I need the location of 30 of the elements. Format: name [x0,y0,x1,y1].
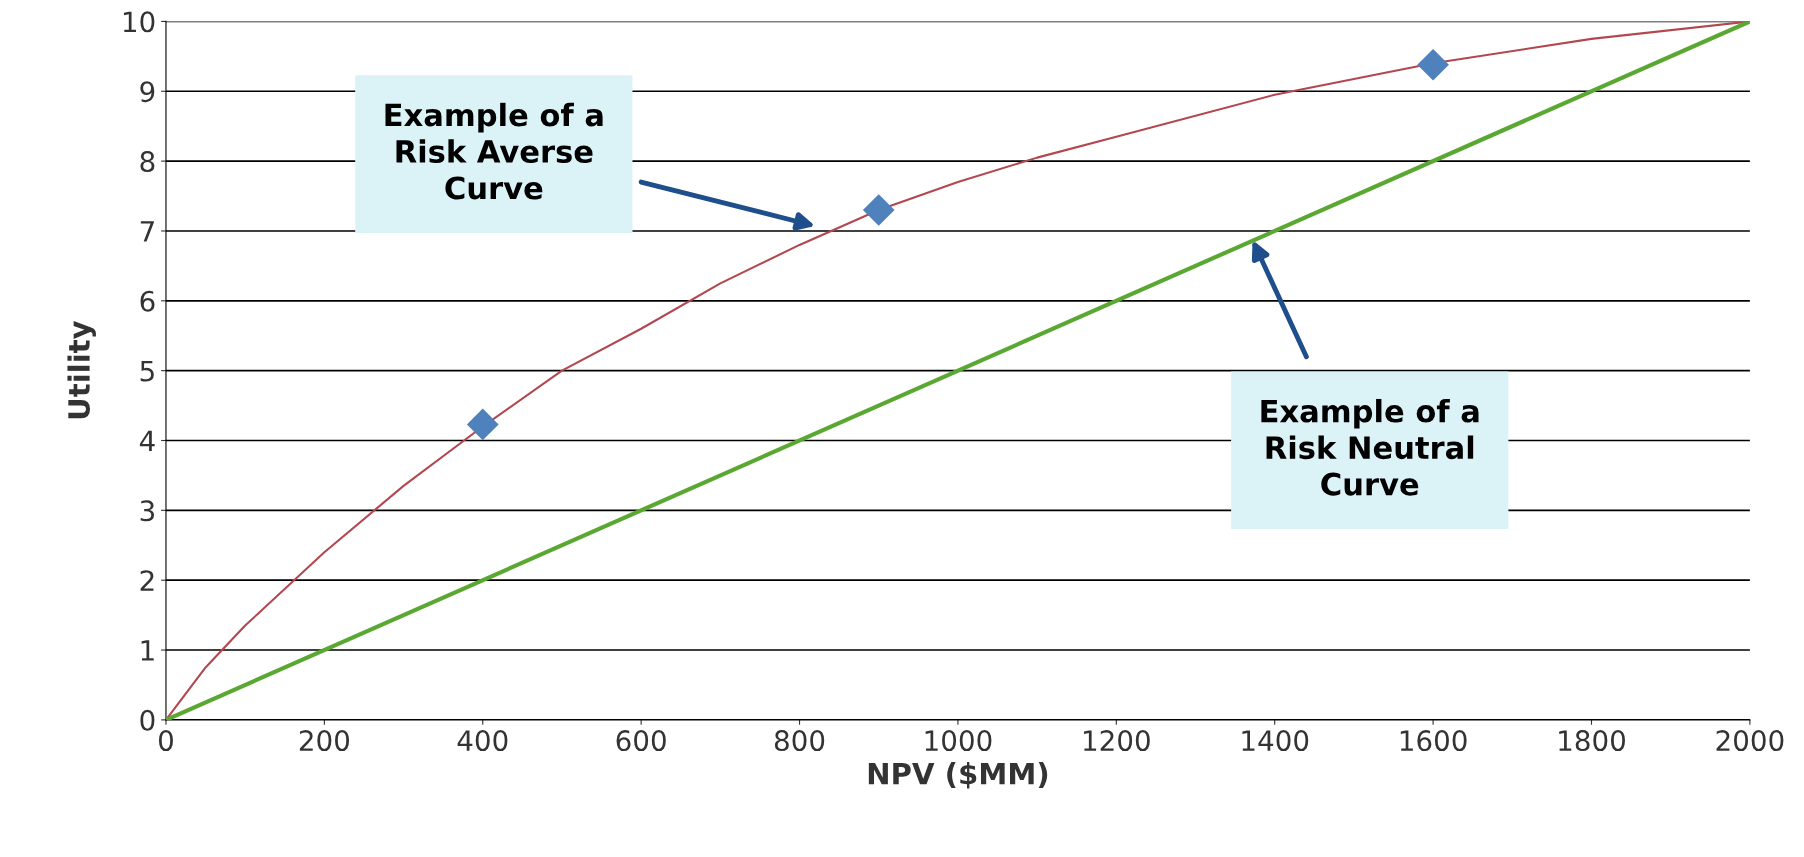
y-tick-label: 7 [140,221,154,242]
x-tick-label: 1800 [1559,730,1625,752]
x-tick-label: 1200 [1084,730,1150,752]
y-tick-label: 9 [140,81,155,103]
y-tick-label: 1 [141,640,154,661]
y-tick-label: 5 [140,360,154,382]
x-tick-label: 1600 [1400,730,1467,752]
y-tick-label: 10 [123,11,155,33]
x-tick-label: 400 [457,730,508,752]
point [1417,48,1449,81]
y-tick-label: 6 [140,290,155,312]
y-tick-label: 2 [140,570,154,591]
x-axis-title: NPV ($MM) [868,762,1048,789]
point [466,408,499,441]
annotation: Example of a Risk Averse Curve [385,102,603,200]
y-tick-label: 4 [139,430,155,452]
x-tick-label: 600 [616,730,666,752]
y-tick-label: 8 [140,151,155,173]
y-tick-label: 3 [140,500,155,522]
x-tick-label: 2000 [1716,730,1784,752]
x-tick-label: 800 [774,730,825,752]
line-series [165,21,1750,720]
x-tick-label: 1000 [925,730,992,752]
x-tick-label: 0 [158,730,173,752]
point [862,194,895,226]
x-tick-label: 200 [299,730,350,752]
y-axis-title: Utility [67,320,96,419]
x-tick-label: 1400 [1242,730,1309,752]
annotation: Example of a Risk Neutral Curve [1261,398,1479,496]
y-tick-label: 0 [140,709,155,731]
